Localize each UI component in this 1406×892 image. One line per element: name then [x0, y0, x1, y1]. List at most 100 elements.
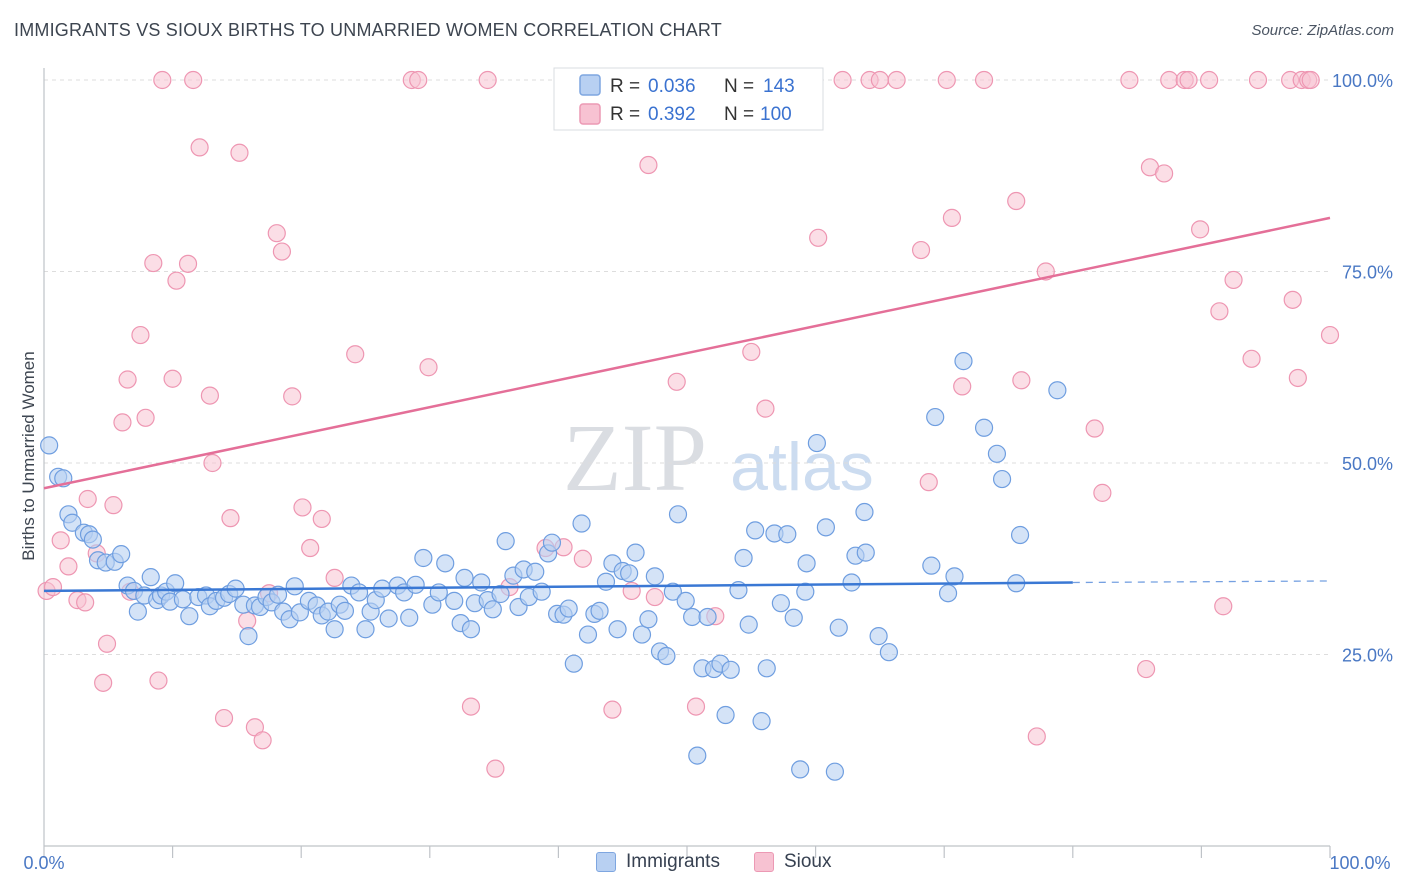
immigrants-points	[40, 352, 1067, 781]
sioux-point	[253, 731, 272, 750]
sioux-point	[113, 413, 132, 432]
sioux-point	[43, 577, 63, 597]
sioux-point	[293, 498, 312, 517]
sioux-point	[409, 70, 428, 90]
immigrants-point	[526, 562, 545, 581]
immigrants-point	[578, 625, 598, 644]
immigrants-point	[639, 610, 658, 629]
x-tick-label-min: 0.0%	[23, 853, 64, 873]
sioux-point	[200, 386, 219, 405]
sioux-point	[742, 342, 761, 362]
immigrants-point	[596, 572, 616, 591]
immigrants-point	[739, 615, 758, 634]
sioux-point	[639, 155, 658, 175]
stats-r-value-sioux: 0.392	[648, 104, 696, 125]
y-tick-label: 75.0%	[1342, 263, 1393, 283]
immigrants-point	[436, 554, 455, 573]
immigrants-point	[945, 567, 964, 586]
immigrants-point	[938, 584, 958, 603]
immigrants-point	[657, 646, 676, 666]
sioux-point	[267, 224, 286, 243]
sioux-point	[230, 143, 249, 162]
immigrants-point	[816, 518, 835, 537]
sioux-point	[486, 759, 505, 778]
immigrants-point	[285, 577, 304, 596]
y-axis-title: Births to Unmarried Women	[19, 351, 38, 560]
immigrants-point	[379, 609, 398, 628]
sioux-point	[573, 549, 592, 568]
stats-n-value-immigrants: 143	[763, 76, 795, 97]
stats-n-label-immigrants: N =	[724, 76, 754, 97]
immigrants-point	[491, 584, 510, 604]
immigrants-point	[992, 469, 1012, 489]
immigrants-point	[869, 627, 888, 646]
sioux-point	[1200, 70, 1219, 90]
sioux-point	[911, 240, 931, 260]
immigrants-trendline	[43, 581, 1073, 593]
immigrants-point	[406, 575, 425, 594]
sioux-point	[104, 496, 123, 515]
sioux-point	[190, 138, 209, 157]
immigrants-point	[128, 602, 147, 621]
sioux-point	[942, 208, 962, 227]
sioux-point	[1027, 727, 1046, 746]
sioux-point	[645, 587, 664, 607]
immigrants-point	[688, 746, 707, 765]
chart-title: IMMIGRANTS VS SIOUX BIRTHS TO UNMARRIED …	[14, 20, 722, 40]
immigrants-point	[856, 543, 875, 562]
stats-r-label-sioux: R =	[610, 104, 640, 125]
immigrants-point	[483, 600, 502, 619]
sioux-point	[1242, 349, 1261, 368]
sioux-point	[919, 473, 938, 492]
sioux-point	[238, 611, 257, 630]
immigrants-point	[445, 591, 464, 610]
sioux-point	[603, 700, 622, 719]
immigrants-point	[829, 618, 848, 637]
sioux-point	[97, 634, 117, 653]
immigrants-point	[572, 514, 591, 533]
sioux-point	[1283, 290, 1302, 309]
gridlines	[44, 79, 1330, 655]
immigrants-point	[83, 530, 102, 549]
immigrants-point	[721, 660, 740, 679]
sioux-point	[221, 509, 240, 528]
sioux-point	[686, 697, 706, 716]
immigrants-point	[356, 620, 375, 639]
immigrants-point	[1048, 381, 1067, 400]
sioux-point	[887, 70, 906, 90]
sioux-point	[118, 370, 137, 389]
stats-legend-swatch-sioux	[579, 103, 601, 125]
immigrants-point	[855, 502, 874, 522]
immigrants-point	[400, 608, 419, 627]
immigrants-point	[716, 705, 735, 725]
stats-legend: R = 0.036 N = 143 R = 0.392 N = 100	[553, 67, 824, 131]
sioux-point	[325, 568, 344, 588]
immigrants-point	[461, 620, 481, 639]
sioux-point	[144, 253, 163, 273]
immigrants-point	[496, 532, 515, 551]
legend-swatch-immigrants	[596, 852, 616, 872]
sioux-point	[1288, 368, 1307, 388]
sioux-point	[131, 325, 150, 345]
immigrants-point	[608, 620, 627, 639]
immigrants-point	[683, 607, 702, 627]
immigrants-point	[564, 654, 583, 673]
immigrants-point	[268, 585, 288, 604]
legend-swatch-sioux	[753, 852, 774, 872]
immigrants-point	[771, 594, 790, 613]
immigrants-point	[590, 601, 609, 620]
immigrants-point	[842, 573, 861, 592]
sioux-point	[1160, 70, 1179, 90]
stats-n-value-sioux: 100	[760, 104, 792, 125]
legend-item-sioux: Sioux	[753, 851, 832, 873]
sioux-point	[76, 593, 95, 612]
immigrants-point	[926, 407, 945, 427]
sioux-point	[809, 228, 828, 247]
immigrants-point	[645, 567, 664, 586]
immigrants-point	[112, 545, 131, 564]
immigrants-point	[922, 556, 941, 575]
immigrants-point	[778, 525, 797, 544]
immigrants-point	[335, 601, 355, 620]
immigrants-point	[239, 627, 258, 646]
